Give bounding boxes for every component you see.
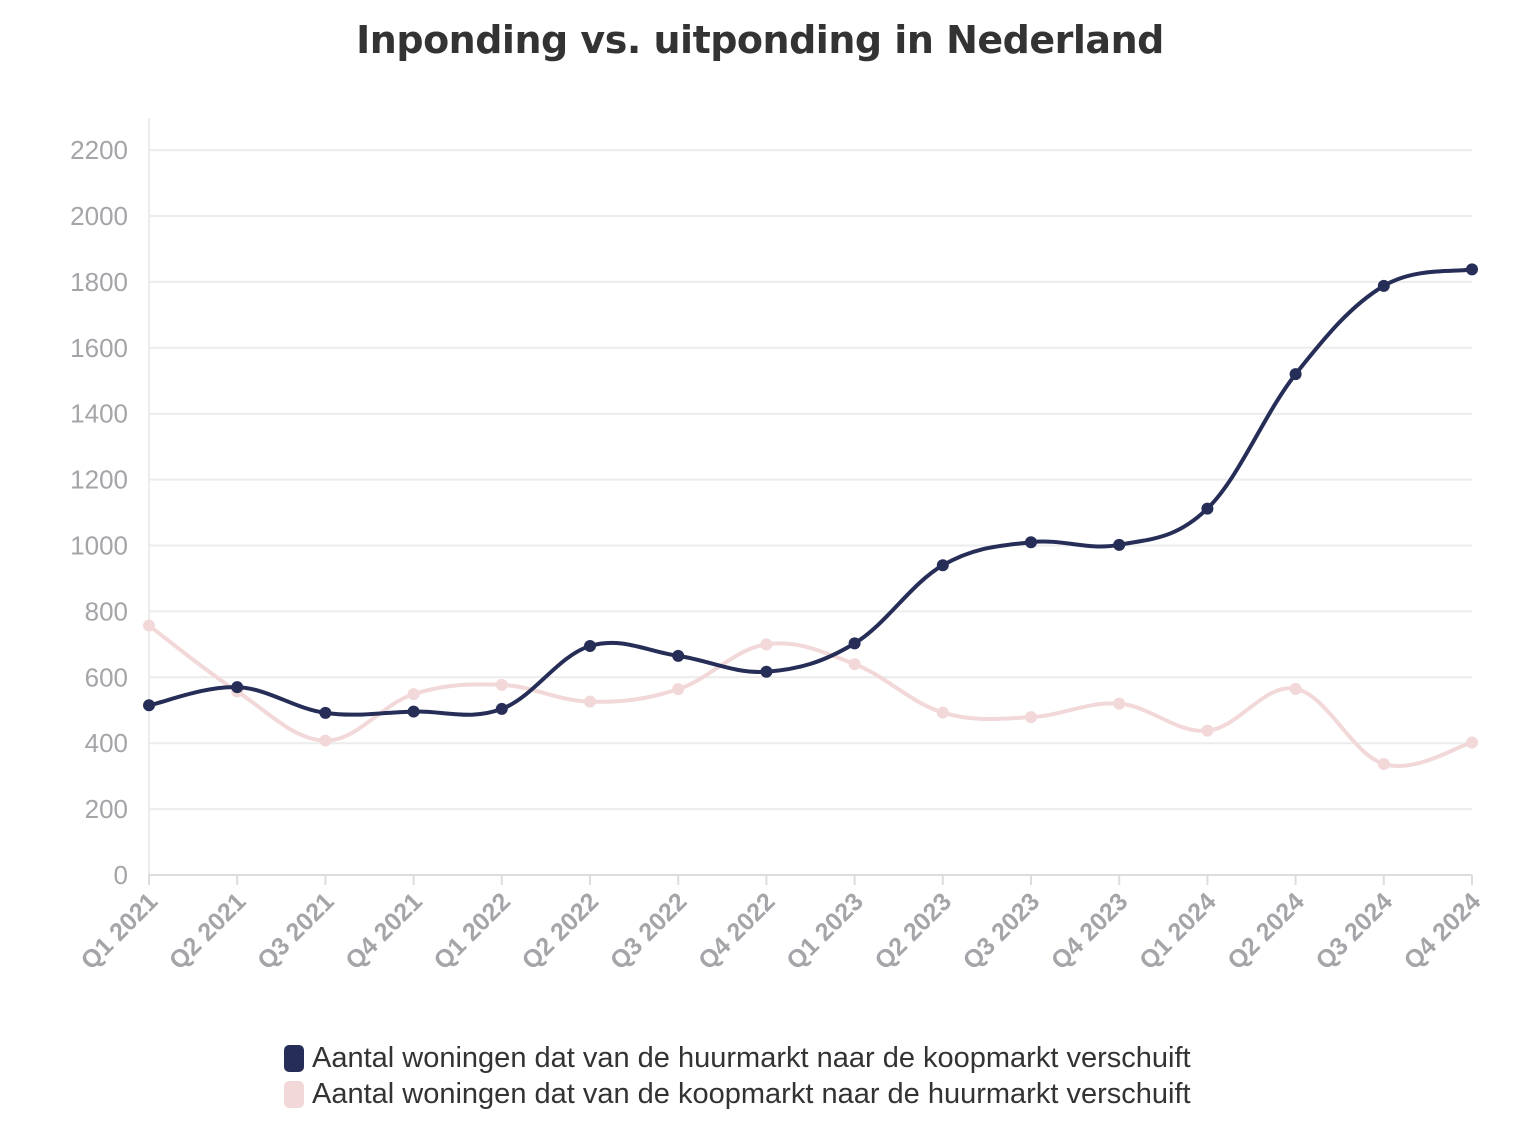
x-tick-label: Q4 2021 — [340, 887, 428, 975]
series-1-point-Q1-2024[interactable] — [1201, 502, 1214, 515]
series-2-point-Q3-2022[interactable] — [672, 683, 685, 696]
series-1-point-Q4-2022[interactable] — [760, 665, 773, 678]
x-tick-label: Q2 2021 — [164, 887, 252, 975]
series-1-line — [148, 267, 1473, 717]
y-tick-label: 1800 — [70, 267, 128, 297]
series-1-point-Q2-2024[interactable] — [1289, 368, 1302, 381]
y-tick-label: 2200 — [70, 135, 128, 165]
x-tick-label: Q3 2022 — [605, 887, 693, 975]
series-1-point-Q3-2022[interactable] — [672, 649, 685, 662]
x-tick-label: Q4 2023 — [1046, 887, 1134, 975]
x-tick-label: Q3 2023 — [958, 887, 1046, 975]
series-2-point-Q1-2021[interactable] — [143, 619, 155, 632]
x-tick-label: Q2 2023 — [869, 887, 957, 975]
series-2-point-Q1-2022[interactable] — [495, 678, 508, 691]
series-1-point-Q1-2021[interactable] — [143, 699, 155, 712]
series-2-point-Q2-2022[interactable] — [584, 695, 596, 708]
y-tick-label: 0 — [114, 860, 128, 890]
x-tick-label: Q2 2022 — [517, 887, 605, 975]
y-tick-label: 600 — [85, 662, 128, 692]
y-tick-label: 1000 — [70, 531, 128, 561]
chart-title: Inponding vs. uitponding in Nederland — [356, 18, 1164, 62]
x-tick-label: Q3 2021 — [252, 887, 340, 975]
series-1-point-Q4-2023[interactable] — [1113, 538, 1126, 551]
legend-item-series-1[interactable]: Aantal woningen dat van de huurmarkt naa… — [284, 1040, 1191, 1076]
legend-swatch-series-2 — [284, 1080, 304, 1108]
series-1-point-Q1-2023[interactable] — [848, 637, 861, 650]
series-1-point-Q3-2024[interactable] — [1377, 279, 1390, 292]
series-2-point-Q4-2021[interactable] — [407, 688, 420, 701]
series-2-point-Q4-2023[interactable] — [1113, 697, 1126, 710]
x-tick-label: Q4 2022 — [693, 887, 781, 975]
series-1-point-Q2-2023[interactable] — [936, 559, 949, 572]
y-tick-label: 400 — [85, 728, 128, 758]
series-1-point-Q4-2024[interactable] — [1466, 263, 1478, 276]
series-2-line — [147, 623, 1473, 768]
x-tick-label: Q1 2022 — [428, 887, 516, 975]
legend-swatch-series-1 — [284, 1044, 304, 1072]
y-tick-label: 200 — [85, 794, 128, 824]
series-1-point-Q2-2021[interactable] — [231, 681, 244, 694]
x-tick-label: Q1 2024 — [1134, 887, 1222, 975]
series-2-point-Q1-2024[interactable] — [1201, 724, 1214, 737]
y-tick-label: 1200 — [70, 465, 128, 495]
y-tick-label: 2000 — [70, 201, 128, 231]
x-axis: Q1 2021 Q2 2021 Q3 2021 Q4 2021 Q1 2022 Q2 20… — [76, 874, 1487, 975]
y-axis: 0 200 400 600 800 1000 1200 1400 1600 1800 2000 220… — [70, 118, 150, 890]
series-1-point-Q4-2021[interactable] — [407, 705, 420, 718]
y-tick-label: 1400 — [70, 399, 128, 429]
series-2-point-Q3-2021[interactable] — [319, 734, 332, 747]
series-1-point-Q3-2023[interactable] — [1025, 536, 1037, 549]
series-layer — [143, 263, 1478, 770]
series-2-point-Q4-2022[interactable] — [760, 638, 773, 651]
series-2-point-Q2-2023[interactable] — [936, 706, 949, 719]
gridlines — [149, 149, 1472, 876]
series-2-point-Q4-2024[interactable] — [1466, 736, 1478, 749]
x-tick-label: Q1 2023 — [781, 887, 869, 975]
legend-item-series-2[interactable]: Aantal woningen dat van de koopmarkt naa… — [284, 1076, 1191, 1112]
y-tick-label: 800 — [85, 596, 128, 626]
series-1-point-Q3-2021[interactable] — [319, 706, 332, 719]
legend-label-series-2: Aantal woningen dat van de koopmarkt naa… — [312, 1077, 1191, 1110]
series-2-point-Q3-2024[interactable] — [1377, 757, 1390, 770]
series-2-point-Q2-2024[interactable] — [1289, 682, 1302, 695]
series-1-point-Q1-2022[interactable] — [495, 702, 508, 715]
series-2-point-Q3-2023[interactable] — [1025, 711, 1037, 724]
x-tick-label: Q2 2024 — [1222, 887, 1310, 975]
legend: Aantal woningen dat van de huurmarkt naa… — [284, 1040, 1191, 1112]
series-2-point-Q1-2023[interactable] — [848, 658, 861, 671]
x-tick-label: Q3 2024 — [1310, 887, 1398, 975]
series-1-point-Q2-2022[interactable] — [584, 639, 596, 652]
legend-label-series-1: Aantal woningen dat van de huurmarkt naa… — [312, 1041, 1191, 1074]
x-tick-label: Q4 2024 — [1399, 887, 1487, 975]
line-chart: 0 200 400 600 800 1000 1200 1400 1600 1800 2000 220… — [70, 118, 1487, 975]
x-tick-label: Q1 2021 — [76, 887, 164, 975]
y-tick-label: 1600 — [70, 333, 128, 363]
